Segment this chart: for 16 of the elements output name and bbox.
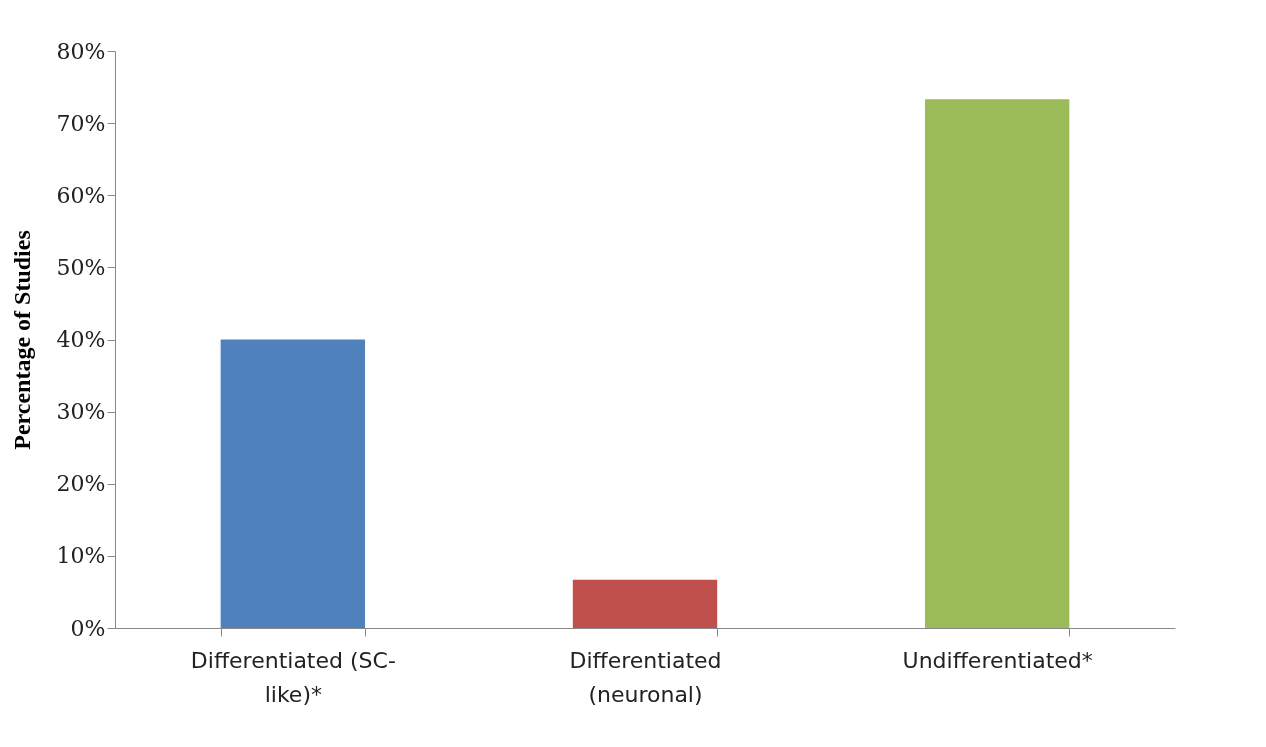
y-tick-label: 0% <box>70 615 106 641</box>
y-tick-label: 50% <box>56 254 106 280</box>
y-tick-label: 40% <box>56 327 106 352</box>
y-tick-label: 60% <box>56 182 106 208</box>
y-tick-label: 20% <box>56 471 106 497</box>
bar <box>220 339 366 628</box>
x-tick-label: Differentiated (SC-like)* <box>190 647 396 707</box>
x-tick-label: Differentiated (neuronal) <box>569 647 722 707</box>
bar <box>924 99 1070 628</box>
bar <box>572 579 718 628</box>
x-tick-label: Undifferentiated* <box>902 647 1093 673</box>
y-axis-title: Percentage of Studies <box>8 230 35 450</box>
y-tick-label: 10% <box>56 543 106 569</box>
y-tick-label: 70% <box>56 110 106 136</box>
y-tick-label: 80% <box>56 38 106 64</box>
y-tick-label: 30% <box>56 399 106 425</box>
